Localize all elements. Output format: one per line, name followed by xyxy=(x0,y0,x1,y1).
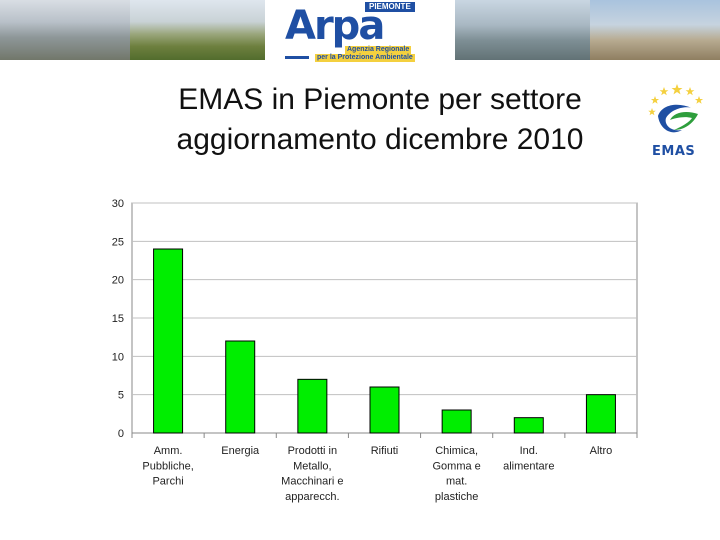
x-category-label: Prodotti in Metallo, Macchinari e apparecch… xyxy=(281,445,343,503)
y-tick-label: 0 xyxy=(118,428,124,440)
emas-logo-text: EMAS xyxy=(652,144,696,159)
waterfall-photo xyxy=(455,0,590,62)
x-category-label-line: Metallo, xyxy=(293,460,332,472)
x-category-label-line: Energia xyxy=(221,445,260,457)
y-tick-label: 15 xyxy=(112,313,124,325)
arpa-logo[interactable]: Arpa PIEMONTE Agenzia Regionale per la P… xyxy=(285,2,450,62)
chart-svg: 0 5 10 15 20 25 30 Amm. Pubbliche, Parchi Energia P… xyxy=(112,198,638,503)
x-category-label-line: plastiche xyxy=(435,491,478,503)
x-category-label-line: Pubbliche, xyxy=(142,460,193,472)
x-category-label-line: Amm. xyxy=(154,445,183,457)
page-title: EMAS in Piemonte per settore aggiornamen… xyxy=(100,80,660,160)
countryside-photo xyxy=(130,0,265,62)
header-banner: Arpa PIEMONTE Agenzia Regionale per la P… xyxy=(0,0,720,62)
x-category-label-line: Ind. xyxy=(520,445,538,457)
arpa-logo-subtitle-2: per la Protezione Ambientale xyxy=(315,54,415,62)
x-category-label-line: Macchinari e xyxy=(281,476,343,488)
x-category-label-line: apparecch. xyxy=(285,491,339,503)
mountains-photo xyxy=(0,0,130,62)
x-category-label-line: Chimica, xyxy=(435,445,478,457)
eu-stars-icon xyxy=(648,84,704,133)
x-category-label-line: Prodotti in xyxy=(288,445,338,457)
arpa-logo-region: PIEMONTE xyxy=(365,2,415,12)
arpa-logo-bar xyxy=(285,56,309,59)
bar-5 xyxy=(513,417,544,434)
bar-6 xyxy=(585,394,616,434)
bar-2 xyxy=(297,378,328,434)
x-category-label: Amm. Pubbliche, Parchi xyxy=(142,445,193,488)
x-category-label: Chimica, Gomma e mat. plastiche xyxy=(432,445,480,503)
x-category-label-line: Gomma e xyxy=(432,460,480,472)
bar-chart: 0 5 10 15 20 25 30 Amm. Pubbliche, Parchi Energia P… xyxy=(90,190,660,520)
title-line-2: aggiornamento dicembre 2010 xyxy=(176,123,584,156)
bar-3 xyxy=(369,386,400,434)
y-tick-label: 5 xyxy=(118,390,124,402)
bar-4 xyxy=(441,409,472,434)
y-tick-label: 10 xyxy=(112,351,124,363)
emas-logo: EMAS xyxy=(648,82,706,160)
x-category-label-line: Rifiuti xyxy=(371,445,399,457)
y-tick-label: 30 xyxy=(112,198,124,210)
y-tick-label: 25 xyxy=(112,236,124,248)
x-category-label: Altro xyxy=(590,445,613,457)
x-category-label-line: alimentare xyxy=(503,460,554,472)
y-tick-label: 20 xyxy=(112,275,124,287)
x-category-label: Energia xyxy=(221,445,260,457)
bar-1 xyxy=(225,340,256,434)
x-category-label: Ind. alimentare xyxy=(503,445,554,472)
arpa-logo-subtitle-1: Agenzia Regionale xyxy=(345,46,412,54)
x-category-label-line: mat. xyxy=(446,476,467,488)
x-category-label-line: Parchi xyxy=(152,476,183,488)
title-line-1: EMAS in Piemonte per settore xyxy=(178,83,582,116)
castle-photo xyxy=(590,0,720,62)
bar-0 xyxy=(153,248,184,434)
x-category-label-line: Altro xyxy=(590,445,613,457)
x-category-label: Rifiuti xyxy=(371,445,399,457)
